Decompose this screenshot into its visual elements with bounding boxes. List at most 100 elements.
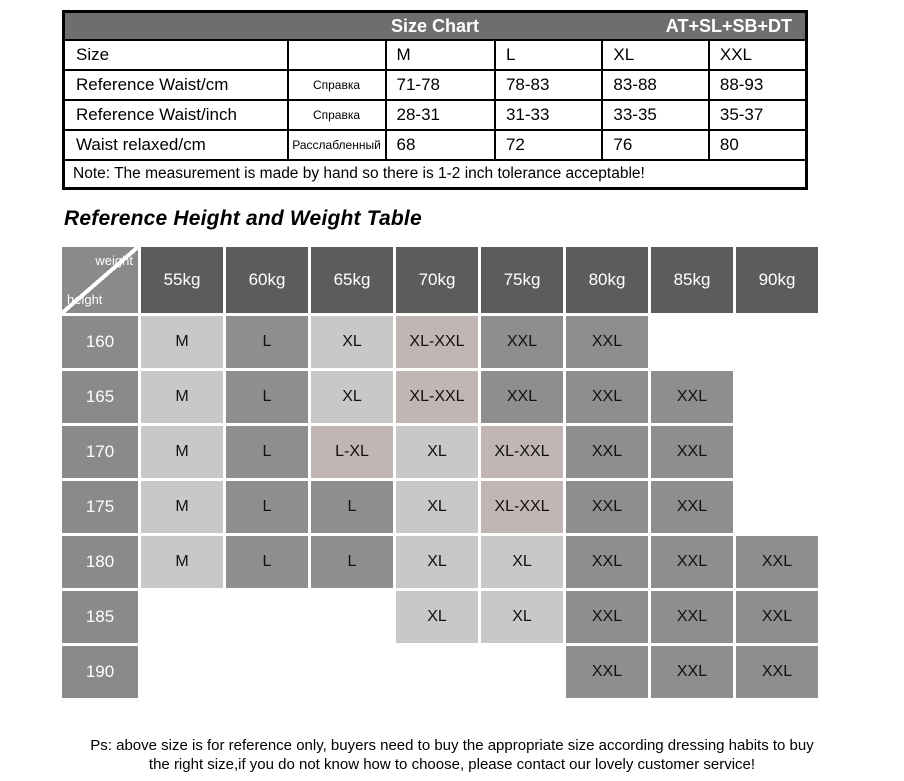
hw-row-165: 165 M L XL XL-XXL XXL XXL XXL [62,371,818,423]
size-value-r3-c3: 80 [707,129,808,161]
hw-cell-185-90kg: XXL [736,591,818,643]
size-value-r2-c1: 31-33 [493,99,604,131]
hw-row-185: 185 XL XL XXL XXL XXL [62,591,818,643]
hw-cell-175-60kg: L [226,481,308,533]
height-header-170: 170 [62,426,138,478]
hw-header-row: weight height 55kg 60kg 65kg 70kg 75kg 80kg 85… [62,247,818,313]
hw-cell-190-80kg: XXL [566,646,648,698]
hw-cell-185-60kg [226,591,308,643]
size-row-label-3: Waist relaxed/cm [62,129,289,161]
size-value-r0-c2: XL [601,39,710,71]
size-value-r0-c1: L [493,39,604,71]
size-table-row-1: Reference Waist/cm Справка 71-78 78-83 83-88… [62,69,808,101]
size-value-r1-c0: 71-78 [384,69,496,101]
hw-cell-180-80kg: XXL [566,536,648,588]
size-chart-header-bar: Size Chart AT+SL+SB+DT [65,13,805,39]
height-header-175: 175 [62,481,138,533]
hw-cell-185-55kg [141,591,223,643]
size-row-label-2: Reference Waist/inch [62,99,289,131]
hw-cell-175-75kg: XL-XXL [481,481,563,533]
hw-cell-190-90kg: XXL [736,646,818,698]
hw-cell-170-55kg: M [141,426,223,478]
hw-row-175: 175 M L L XL XL-XXL XXL XXL [62,481,818,533]
size-row-ru-2: Справка [286,99,387,131]
hw-cell-165-75kg: XXL [481,371,563,423]
hw-table-title: Reference Height and Weight Table [64,207,422,230]
hw-cell-180-85kg: XXL [651,536,733,588]
size-value-r0-c0: M [384,39,496,71]
hw-cell-160-80kg: XXL [566,316,648,368]
hw-cell-175-70kg: XL [396,481,478,533]
hw-cell-185-65kg [311,591,393,643]
weight-height-corner-cell: weight height [62,247,138,313]
size-value-r1-c1: 78-83 [493,69,604,101]
hw-cell-180-55kg: M [141,536,223,588]
hw-cell-190-70kg [396,646,478,698]
hw-cell-170-75kg: XL-XXL [481,426,563,478]
hw-cell-160-65kg: XL [311,316,393,368]
size-row-label-1: Reference Waist/cm [62,69,289,101]
size-value-r0-c3: XXL [707,39,808,71]
height-header-180: 180 [62,536,138,588]
weight-header-85kg: 85kg [651,247,733,313]
hw-cell-180-65kg: L [311,536,393,588]
hw-row-180: 180 M L L XL XL XXL XXL XXL [62,536,818,588]
hw-cell-160-85kg [651,316,733,368]
hw-cell-165-80kg: XXL [566,371,648,423]
hw-cell-160-70kg: XL-XXL [396,316,478,368]
size-row-ru-0 [286,39,387,71]
hw-cell-170-85kg: XXL [651,426,733,478]
size-table-row-0: Size M L XL XXL [62,39,808,71]
weight-header-60kg: 60kg [226,247,308,313]
hw-cell-170-70kg: XL [396,426,478,478]
footer-line2: the right size,if you do not know how to… [148,756,756,773]
footer-line1: Ps: above size is for reference only, bu… [90,737,814,754]
hw-cell-175-85kg: XXL [651,481,733,533]
hw-cell-190-55kg [141,646,223,698]
height-header-190: 190 [62,646,138,698]
size-row-label-0: Size [62,39,289,71]
hw-cell-185-75kg: XL [481,591,563,643]
hw-cell-165-90kg [736,371,818,423]
hw-cell-170-60kg: L [226,426,308,478]
hw-cell-160-55kg: M [141,316,223,368]
height-weight-table: weight height 55kg 60kg 65kg 70kg 75kg 80kg 85… [59,244,821,701]
height-header-160: 160 [62,316,138,368]
height-header-165: 165 [62,371,138,423]
hw-row-170: 170 M L L-XL XL XL-XXL XXL XXL [62,426,818,478]
hw-cell-185-85kg: XXL [651,591,733,643]
weight-header-80kg: 80kg [566,247,648,313]
height-header-185: 185 [62,591,138,643]
hw-cell-170-90kg [736,426,818,478]
hw-cell-160-75kg: XXL [481,316,563,368]
hw-cell-170-80kg: XXL [566,426,648,478]
size-value-r3-c1: 72 [493,129,604,161]
corner-height-label: height [67,292,103,307]
weight-header-65kg: 65kg [311,247,393,313]
size-row-ru-3: Расслабленный [286,129,387,161]
hw-cell-165-60kg: L [226,371,308,423]
size-value-r1-c2: 83-88 [601,69,710,101]
size-value-r3-c0: 68 [384,129,496,161]
size-table-row-3: Waist relaxed/cm Расслабленный 68 72 76 80 [62,129,808,161]
footer-note: Ps: above size is for reference only, bu… [0,736,904,774]
note-row: Note: The measurement is made by hand so… [62,159,808,189]
weight-header-75kg: 75kg [481,247,563,313]
weight-header-55kg: 55kg [141,247,223,313]
hw-cell-190-85kg: XXL [651,646,733,698]
hw-cell-185-80kg: XXL [566,591,648,643]
size-chart-table: Size Chart AT+SL+SB+DT Size M L XL XXL Refere… [62,10,808,190]
hw-cell-165-65kg: XL [311,371,393,423]
hw-cell-175-65kg: L [311,481,393,533]
hw-cell-175-55kg: M [141,481,223,533]
size-chart-title: Size Chart [390,15,480,36]
hw-cell-185-70kg: XL [396,591,478,643]
size-value-r2-c2: 33-35 [601,99,710,131]
hw-cell-180-75kg: XL [481,536,563,588]
hw-cell-170-65kg: L-XL [311,426,393,478]
size-row-ru-1: Справка [286,69,387,101]
hw-cell-165-85kg: XXL [651,371,733,423]
hw-cell-160-60kg: L [226,316,308,368]
hw-cell-165-55kg: M [141,371,223,423]
